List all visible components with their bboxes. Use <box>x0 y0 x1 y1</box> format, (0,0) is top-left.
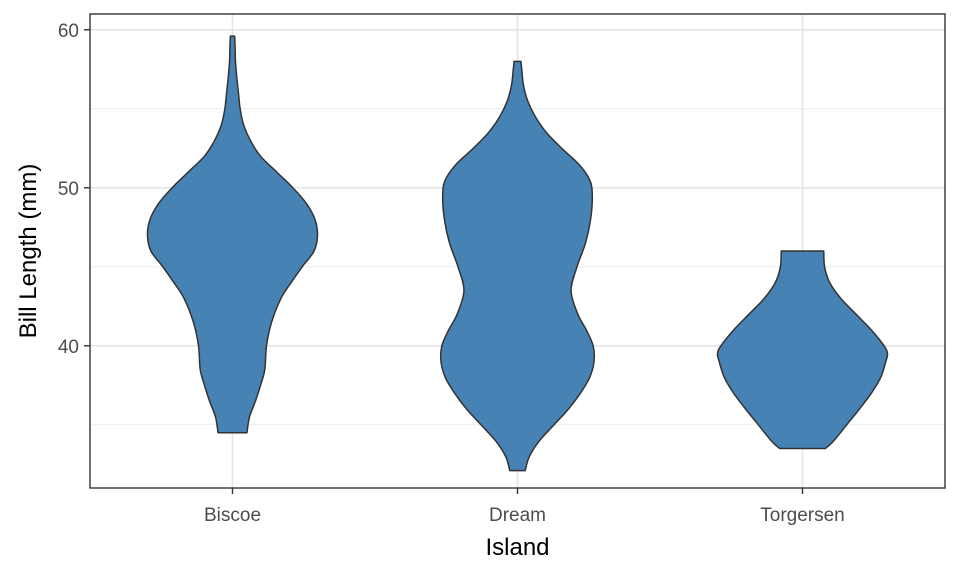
x-tick-label-torgersen: Torgersen <box>760 505 845 526</box>
violin-torgersen <box>716 250 889 450</box>
x-axis-title: Island <box>485 534 549 561</box>
violin-dream <box>439 60 596 472</box>
x-tick-label-biscoe: Biscoe <box>204 505 261 526</box>
y-axis-title: Bill Length (mm) <box>15 164 42 339</box>
x-tick-label-dream: Dream <box>489 505 546 526</box>
y-tick-label: 60 <box>58 21 79 42</box>
violin-biscoe <box>146 35 319 434</box>
y-tick-label: 40 <box>58 337 79 358</box>
y-tick-label: 50 <box>58 179 79 200</box>
violins <box>146 35 889 472</box>
x-axis: Biscoe Dream Torgersen <box>204 488 845 526</box>
y-axis: 40 50 60 <box>58 21 90 358</box>
